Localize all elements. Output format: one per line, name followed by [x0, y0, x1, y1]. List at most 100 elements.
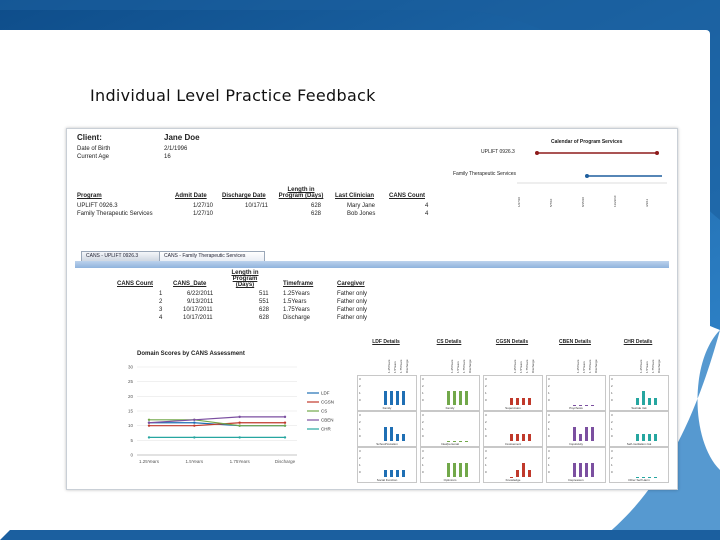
- tab-bar: [75, 261, 669, 268]
- details-y-tick: 0: [422, 470, 424, 474]
- details-bar: [516, 434, 519, 441]
- details-bar: [396, 391, 399, 405]
- series-point-cgsn: [283, 421, 287, 424]
- legend-label-chr: CHR: [321, 427, 331, 432]
- details-timepoint-label: Discharge: [657, 359, 661, 373]
- cans-header-timeframe: Timeframe: [283, 281, 314, 287]
- y-tick-label: 5: [130, 438, 133, 443]
- tab-cans-uplift[interactable]: CANS - UPLIFT 0926.3: [81, 251, 163, 261]
- series-line-cgsn: [149, 422, 285, 427]
- details-y-tick: 2: [422, 456, 424, 460]
- details-mini-label: Family: [382, 406, 392, 410]
- details-y-tick: 0: [548, 398, 550, 402]
- program-row-1-name: UPLIFT 0926.3: [77, 203, 118, 209]
- tab-cans-family-therapeutic[interactable]: CANS - Family Therapeutic Services: [159, 251, 265, 261]
- details-y-tick: 3: [422, 413, 424, 417]
- y-tick-label: 30: [128, 365, 134, 370]
- details-bar: [465, 391, 468, 405]
- calendar-date-5: 3/3/11: [645, 198, 649, 207]
- details-y-tick: 3: [359, 449, 361, 453]
- details-y-tick: 0: [548, 434, 550, 438]
- details-timepoint-label: 1.75Years: [399, 359, 403, 373]
- series-point-cben: [193, 418, 196, 421]
- details-mini-chart: 3 2 1 0 Intel/personal: [420, 411, 480, 447]
- program-row-2-cans: 4: [425, 211, 429, 217]
- series-line-cs: [149, 419, 285, 427]
- details-bar: [453, 391, 456, 405]
- cans-header-count: CANS Count: [117, 281, 153, 287]
- program-row-2-length: 628: [311, 211, 322, 217]
- details-bar: [402, 470, 405, 477]
- details-bar: [591, 427, 594, 441]
- series-point-cgsn: [193, 424, 196, 427]
- details-timepoint-label: 1.5Years: [645, 361, 649, 373]
- details-y-tick: 0: [611, 470, 613, 474]
- details-timepoint-label: 1.75Years: [651, 359, 655, 373]
- cans-row-1-timeframe: 1.25Years: [283, 291, 310, 297]
- details-mini-chart: 3 2 1 0 Knowledge: [483, 447, 543, 483]
- details-timepoint-label: Discharge: [405, 359, 409, 373]
- details-y-tick: 0: [359, 434, 361, 438]
- dob-value: 2/1/1996: [164, 146, 188, 152]
- details-y-tick: 3: [611, 413, 613, 417]
- details-timepoint-label: 1.5Years: [393, 361, 397, 373]
- cans-row-2-timeframe: 1.5Years: [283, 299, 307, 305]
- details-bar: [573, 427, 576, 441]
- details-bar: [585, 427, 588, 441]
- details-mini-label: School/Vocation: [376, 442, 398, 446]
- programs-header-cans-count: CANS Count: [389, 193, 425, 199]
- program-row-1-admit: 1/27/10: [193, 203, 214, 209]
- details-y-tick: 3: [548, 377, 550, 381]
- cans-row-3-length: 628: [259, 307, 270, 313]
- details-bar: [528, 434, 531, 441]
- details-bar: [648, 434, 651, 441]
- cans-row-2-date: 9/13/2011: [187, 299, 214, 305]
- details-timepoint-label: 1.25Years: [450, 359, 454, 373]
- details-column-title: LDF Details: [372, 339, 400, 345]
- details-y-tick: 3: [485, 449, 487, 453]
- cans-row-2-count: 2: [159, 299, 163, 305]
- details-timepoint-label: 1.5Years: [519, 361, 523, 373]
- details-bar: [447, 440, 450, 441]
- details-y-tick: 2: [359, 456, 361, 460]
- details-bar: [648, 476, 651, 477]
- details-y-tick: 3: [611, 377, 613, 381]
- details-bar: [402, 434, 405, 441]
- details-bar: [396, 434, 399, 441]
- details-bar: [522, 398, 525, 405]
- client-name: Jane Doe: [164, 133, 200, 142]
- details-mini-chart: 3 2 1 0 Social Function: [357, 447, 417, 483]
- legend-label-cgsn: CGSN: [321, 400, 334, 405]
- series-point-cs: [147, 418, 151, 421]
- details-bar: [396, 470, 399, 477]
- details-timepoint-label: 1.25Years: [513, 359, 517, 373]
- details-y-tick: 1: [359, 463, 361, 467]
- calendar-date-3: 8/15/10: [581, 196, 585, 207]
- cans-row-1-date: 6/22/2011: [187, 291, 214, 297]
- details-y-tick: 2: [422, 420, 424, 424]
- details-bar: [459, 440, 462, 441]
- details-mini-label: Impulsivity: [568, 442, 583, 446]
- details-mini-chart: 3 2 1 0 Family: [357, 375, 417, 411]
- series-point-cgsn: [238, 421, 241, 424]
- series-point-cben: [283, 415, 287, 419]
- details-column-title: CGSN Details: [495, 339, 529, 345]
- details-y-tick: 2: [485, 384, 487, 388]
- x-tick-label: 1.5Years: [186, 459, 204, 464]
- details-mini-chart: 3 2 1 0 Self-mutilation risk: [609, 411, 669, 447]
- details-bar: [447, 391, 450, 405]
- details-bar: [516, 470, 519, 477]
- details-bar: [522, 434, 525, 441]
- details-column-title: CS Details: [436, 339, 462, 345]
- y-tick-label: 0: [130, 453, 133, 458]
- details-y-tick: 1: [485, 391, 487, 395]
- details-y-tick: 1: [611, 463, 613, 467]
- programs-header-program: Program: [77, 193, 102, 199]
- slide-title: Individual Level Practice Feedback: [90, 86, 376, 105]
- details-y-tick: 2: [611, 384, 613, 388]
- details-bar: [465, 440, 468, 441]
- details-bar: [579, 404, 582, 405]
- details-bar: [522, 463, 525, 477]
- cans-row-1-length: 511: [259, 291, 269, 297]
- details-timepoint-label: 1.75Years: [525, 359, 529, 373]
